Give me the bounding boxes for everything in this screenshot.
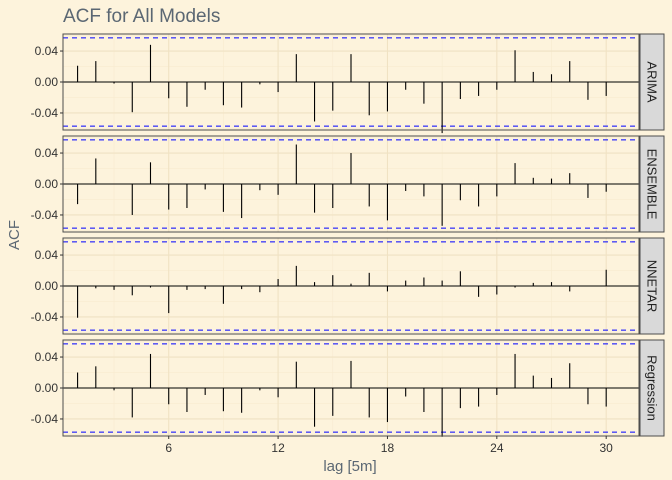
y-tick-label: 0.04 [35,146,59,160]
x-axis-title: lag [5m] [323,458,376,475]
y-tick-label: -0.04 [31,412,59,426]
y-tick-label: -0.04 [31,106,59,120]
facet-panel-ensemble: -0.04 0.00 0.04 ENSEMBLE [31,135,665,233]
y-tick-label: -0.04 [31,310,59,324]
x-axis: 6 12 18 24 30 [165,436,613,455]
facet-strip-label: ENSEMBLE [645,149,660,220]
x-tick-label: 12 [271,441,285,455]
facet-strip [639,135,665,233]
y-tick-label: 0.00 [35,177,59,191]
facet-strip [639,237,665,335]
y-tick-label: -0.04 [31,208,59,222]
facet-strip [639,339,665,437]
x-tick-label: 24 [490,441,504,455]
x-tick-label: 30 [600,441,614,455]
facet-panel-arima: -0.04 0.00 0.04 ARIMA [31,33,665,134]
facet-strip-label: Regression [645,355,660,421]
y-tick-label: 0.04 [35,44,59,58]
y-tick-label: 0.00 [35,75,59,89]
y-tick-label: 0.00 [35,381,59,395]
y-axis-title: ACF [6,220,23,250]
facet-panel-nnetar: -0.04 0.00 0.04 NNETAR [31,237,665,335]
y-tick-label: 0.04 [35,248,59,262]
x-tick-label: 18 [381,441,395,455]
chart-title: ACF for All Models [63,6,220,27]
y-tick-label: 0.04 [35,350,59,364]
facet-strip [639,33,665,131]
facet-strip-label: ARIMA [645,61,660,103]
facet-panel-regression: -0.04 0.00 0.04 Regression [31,339,665,437]
y-tick-label: 0.00 [35,279,59,293]
facet-strip-label: NNETAR [645,260,660,312]
x-tick-label: 6 [165,441,172,455]
